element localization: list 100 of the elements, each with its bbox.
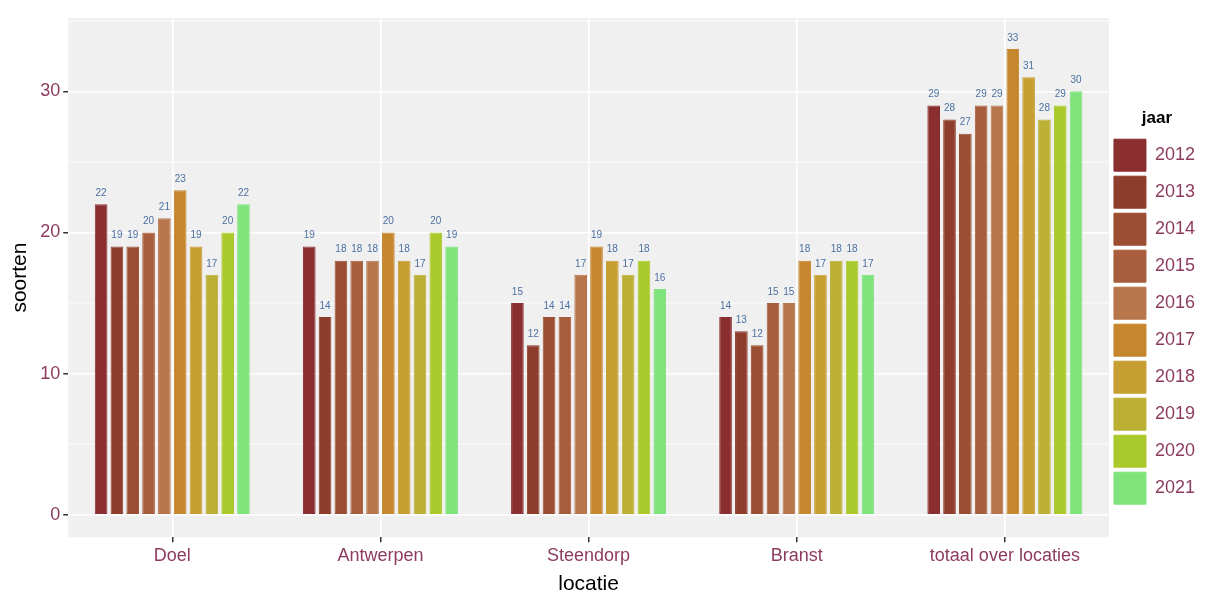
data-label: 29: [991, 88, 1003, 100]
data-label: 18: [606, 243, 619, 255]
data-label: 19: [111, 229, 123, 241]
data-label: 17: [862, 257, 874, 269]
data-label: 12: [527, 328, 540, 340]
data-label: 15: [511, 285, 524, 297]
x-tick-label: totaal over locaties: [929, 544, 1080, 565]
data-label: 21: [158, 201, 171, 213]
data-label: 22: [95, 186, 108, 198]
x-tick-label: Antwerpen: [337, 544, 424, 565]
legend-label: 2013: [1154, 181, 1195, 202]
bar: [1038, 119, 1051, 514]
data-label: 18: [335, 243, 347, 255]
data-label: 31: [1023, 60, 1035, 72]
data-label: 29: [1054, 88, 1067, 100]
y-axis-title: soorten: [7, 242, 31, 313]
bar: [173, 190, 187, 514]
data-label: 17: [622, 257, 635, 269]
legend-label: 2020: [1154, 440, 1195, 461]
bar: [621, 274, 635, 514]
bar: [974, 105, 988, 514]
bar: [237, 204, 250, 514]
data-label: 18: [398, 243, 411, 255]
bar: [413, 274, 427, 514]
bar: [542, 317, 556, 514]
bar: [1069, 91, 1083, 514]
y-tick-label: 10: [40, 362, 61, 383]
legend-label: 2015: [1154, 255, 1195, 276]
bar: [590, 246, 603, 514]
data-label: 15: [767, 285, 780, 297]
bar: [927, 105, 941, 514]
data-label: 18: [638, 243, 650, 255]
data-label: 29: [928, 88, 940, 100]
data-label: 19: [446, 229, 458, 241]
x-tick-label: Branst: [770, 544, 823, 565]
bar: [782, 303, 796, 514]
y-tick-label: 20: [40, 221, 61, 242]
data-label: 18: [846, 243, 859, 255]
bar: [142, 232, 155, 514]
bar: [126, 246, 140, 514]
data-label: 14: [319, 299, 332, 311]
legend-label: 2014: [1154, 218, 1195, 239]
data-label: 27: [959, 116, 972, 128]
data-label: 18: [351, 243, 363, 255]
data-label: 17: [814, 257, 827, 269]
data-label: 19: [127, 229, 139, 241]
bar: [1053, 105, 1067, 514]
data-label: 20: [382, 215, 395, 227]
bar: [382, 232, 395, 514]
bar: [1022, 77, 1035, 514]
bar: [158, 218, 171, 514]
data-label: 28: [1038, 102, 1051, 114]
data-label: 20: [430, 215, 442, 227]
bar: [318, 317, 332, 514]
data-label: 18: [830, 243, 843, 255]
data-label: 18: [799, 243, 811, 255]
bar: [94, 204, 108, 514]
data-label: 13: [735, 313, 748, 325]
data-label: 18: [366, 243, 379, 255]
bar: [189, 246, 203, 514]
data-label: 12: [751, 328, 764, 340]
data-label: 28: [943, 102, 956, 114]
data-label: 20: [143, 215, 155, 227]
bar: [990, 105, 1004, 514]
legend-title: jaar: [1140, 107, 1173, 127]
data-label: 20: [222, 215, 234, 227]
bar: [637, 260, 651, 514]
bar: [814, 274, 827, 514]
legend-label: 2016: [1154, 292, 1195, 313]
bar: [221, 232, 234, 514]
data-label: 22: [237, 186, 250, 198]
bar: [845, 260, 859, 514]
bar: [605, 260, 619, 514]
bar: [719, 317, 732, 514]
bar: [943, 119, 956, 514]
bar: [334, 260, 348, 514]
data-label: 23: [174, 172, 187, 184]
bar: [798, 260, 811, 514]
data-label: 17: [575, 257, 587, 269]
x-tick-label: Steendorp: [547, 544, 631, 565]
legend-label: 2021: [1154, 477, 1195, 498]
bar: [302, 246, 316, 514]
legend-label: 2012: [1154, 144, 1195, 165]
x-tick-label: Doel: [153, 544, 191, 565]
bar: [653, 288, 667, 514]
bar: [445, 246, 458, 514]
bar: [1006, 49, 1020, 514]
legend-label: 2017: [1154, 329, 1195, 350]
bar: [861, 274, 875, 514]
y-tick-label: 30: [40, 80, 61, 101]
data-label: 17: [414, 257, 426, 269]
bar: [350, 260, 364, 514]
bar: [558, 317, 572, 514]
bar: [397, 260, 411, 514]
bar: [366, 260, 379, 514]
bar: [750, 345, 764, 514]
data-label: 17: [206, 257, 218, 269]
bar: [829, 260, 843, 514]
data-label: 14: [719, 299, 732, 311]
y-tick-label: 0: [50, 503, 61, 524]
